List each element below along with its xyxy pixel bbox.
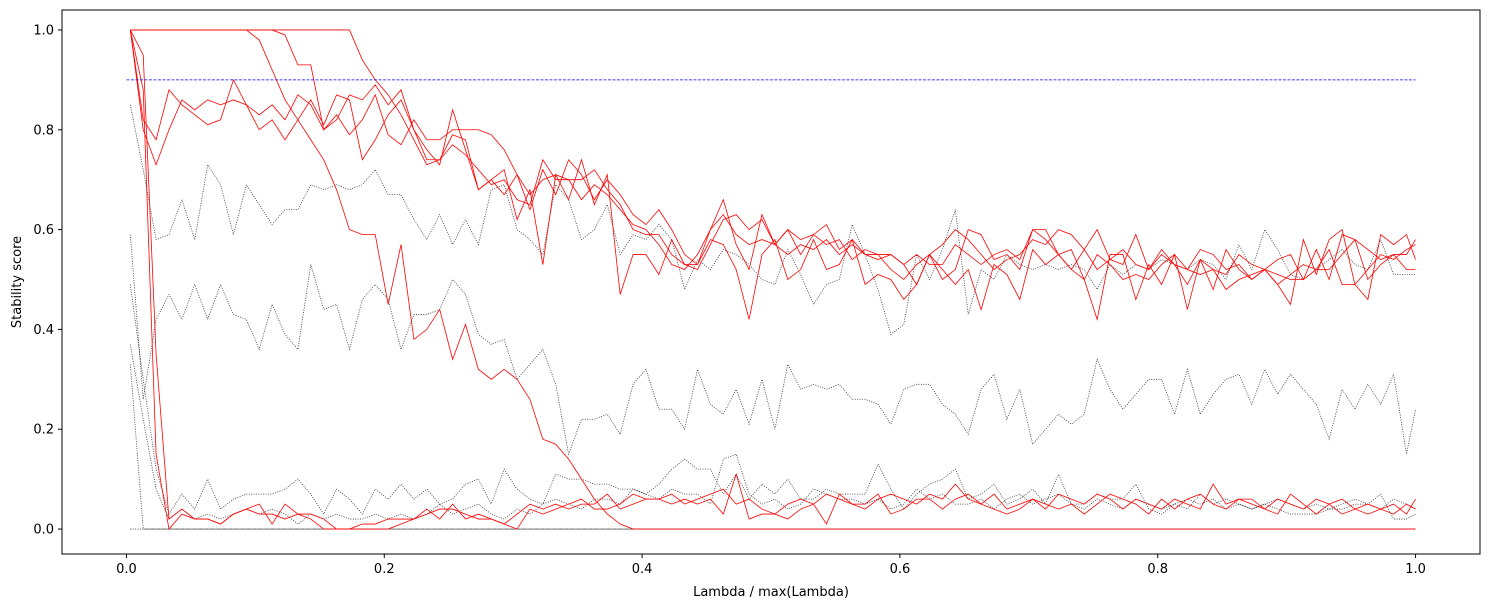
y-tick-label: 0.2 xyxy=(33,423,54,438)
series-line-selected-7 xyxy=(129,29,1416,530)
y-tick-label: 0.4 xyxy=(33,323,54,338)
series-line-unselected-2 xyxy=(129,234,1416,456)
y-tick-label: 0.8 xyxy=(33,123,54,138)
series-line-selected-5 xyxy=(130,29,1416,530)
x-tick-label: 0.8 xyxy=(1147,562,1168,577)
x-tick-label: 0.4 xyxy=(632,562,653,577)
y-axis-label: Stability score xyxy=(10,236,25,328)
x-tick-label: 1.0 xyxy=(1405,562,1426,577)
x-tick-label: 0.0 xyxy=(116,562,137,577)
series-line-unselected-4 xyxy=(129,344,1416,525)
y-tick-label: 1.0 xyxy=(33,23,54,38)
y-tick-label: 0.0 xyxy=(33,523,54,538)
plot-frame xyxy=(61,9,1481,555)
y-tick-label: 0.6 xyxy=(33,223,54,238)
x-tick-label: 0.2 xyxy=(374,562,395,577)
y-axis-ticks: 0.0 0.2 0.4 0.6 0.8 1.0 xyxy=(33,23,62,538)
x-axis-ticks: 0.0 0.2 0.4 0.6 0.8 1.0 xyxy=(116,554,1426,577)
x-tick-label: 0.6 xyxy=(890,562,911,577)
series-layer xyxy=(129,29,1416,530)
series-line-selected-4 xyxy=(129,29,1416,322)
series-line-selected-3 xyxy=(129,29,1416,291)
x-axis-label: Lambda / max(Lambda) xyxy=(693,585,849,600)
